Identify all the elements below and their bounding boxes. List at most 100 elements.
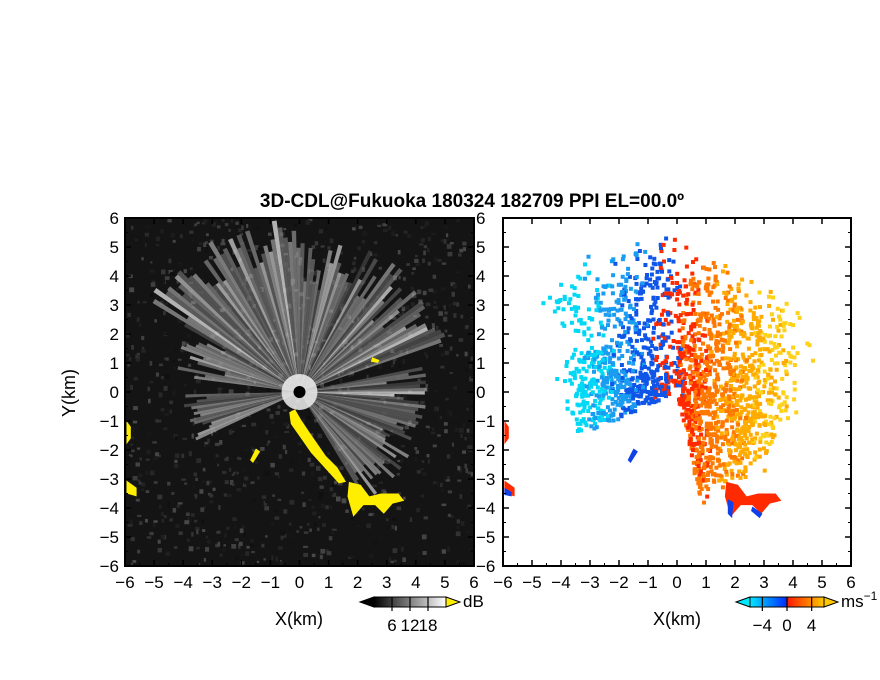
velocity-pixel <box>597 306 602 311</box>
noise-speck <box>188 546 194 552</box>
x-tick-label: 1 <box>324 573 333 592</box>
echo-ray <box>224 374 300 392</box>
noise-speck <box>461 562 467 566</box>
velocity-pixel <box>593 352 598 357</box>
velocity-pixel <box>717 316 722 321</box>
velocity-pixel <box>726 310 731 315</box>
noise-speck <box>255 245 259 251</box>
echo-ray <box>299 250 333 392</box>
noise-speck <box>318 495 322 500</box>
velocity-pixel <box>632 307 636 312</box>
velocity-pixel <box>693 399 698 404</box>
noise-speck <box>172 360 177 363</box>
noise-speck <box>361 240 366 244</box>
noise-speck <box>272 494 276 497</box>
velocity-pixel <box>585 401 590 405</box>
velocity-pixel <box>597 360 601 365</box>
echo-ray <box>299 392 416 428</box>
noise-speck <box>196 458 202 464</box>
velocity-pixel <box>698 312 703 317</box>
velocity-pixel <box>686 428 691 432</box>
velocity-pixel <box>784 395 789 400</box>
noise-speck <box>240 308 244 314</box>
velocity-pixel <box>613 261 618 266</box>
velocity-pixel <box>571 411 576 416</box>
velocity-pixel <box>739 331 744 336</box>
velocity-pixel <box>610 382 615 387</box>
velocity-pixel <box>647 401 652 406</box>
velocity-pixel <box>751 314 756 319</box>
noise-speck <box>157 454 161 458</box>
noise-speck <box>200 385 205 390</box>
velocity-pixel <box>747 355 752 360</box>
noise-speck <box>464 463 468 469</box>
velocity-pixel <box>727 397 732 402</box>
x-tick-label: 4 <box>411 573 420 592</box>
noise-speck <box>411 289 415 293</box>
noise-speck <box>308 218 313 222</box>
noise-speck <box>136 352 140 356</box>
velocity-pixel <box>600 325 605 330</box>
velocity-pixel <box>690 411 695 416</box>
noise-speck <box>452 301 457 306</box>
velocity-pixel <box>716 419 721 424</box>
velocity-pixel <box>740 393 745 398</box>
velocity-pixel <box>584 423 589 428</box>
noise-speck <box>396 506 402 511</box>
velocity-pixel <box>730 441 735 446</box>
noise-speck <box>323 475 327 480</box>
velocity-pixel <box>754 395 759 400</box>
strong-echo-region <box>347 481 405 517</box>
velocity-pixel <box>635 257 640 261</box>
noise-speck <box>444 222 448 225</box>
velocity-pixel <box>735 458 740 463</box>
velocity-pixel <box>652 256 657 261</box>
velocity-pixel <box>727 337 732 342</box>
velocity-pixel <box>630 350 635 355</box>
noise-speck <box>192 422 196 426</box>
noise-speck <box>129 287 135 293</box>
noise-speck <box>157 419 162 423</box>
y-tick-label: −4 <box>100 499 119 518</box>
noise-speck <box>128 454 133 458</box>
velocity-pixel <box>648 349 653 354</box>
noise-speck <box>131 225 134 230</box>
y-tick-label: −1 <box>476 412 495 431</box>
velocity-pixel <box>708 455 713 460</box>
velocity-pixel <box>691 375 696 380</box>
noise-speck <box>137 479 141 483</box>
noise-speck <box>302 471 306 476</box>
noise-speck <box>224 532 227 538</box>
velocity-pixel <box>719 337 724 342</box>
noise-speck <box>212 487 216 491</box>
noise-speck <box>209 480 212 484</box>
echo-ray <box>299 305 426 392</box>
velocity-pixel <box>624 381 629 386</box>
velocity-pixel <box>579 375 584 380</box>
velocity-pixel <box>594 308 599 313</box>
noise-speck <box>160 229 164 234</box>
noise-speck <box>376 464 380 469</box>
echo-ray <box>200 392 300 417</box>
noise-speck <box>420 494 425 498</box>
velocity-pixel <box>749 332 754 337</box>
velocity-pixel <box>711 261 716 265</box>
velocity-pixel <box>755 375 760 380</box>
velocity-pixel <box>629 356 633 361</box>
velocity-pixel <box>765 347 770 352</box>
colorbar-tick-label: 18 <box>419 616 438 635</box>
velocity-pixel <box>690 302 695 307</box>
velocity-pixel <box>723 296 728 300</box>
velocity-pixel <box>589 317 594 322</box>
noise-speck <box>251 422 257 427</box>
echo-ray <box>299 384 421 392</box>
velocity-pixel <box>625 393 630 398</box>
echo-ray <box>206 343 300 392</box>
velocity-pixel <box>613 399 618 404</box>
velocity-pixel <box>562 323 567 328</box>
noise-speck <box>155 244 160 247</box>
noise-speck <box>294 289 299 292</box>
noise-speck <box>455 271 461 274</box>
noise-speck <box>283 509 288 514</box>
velocity-pixel <box>737 453 742 458</box>
